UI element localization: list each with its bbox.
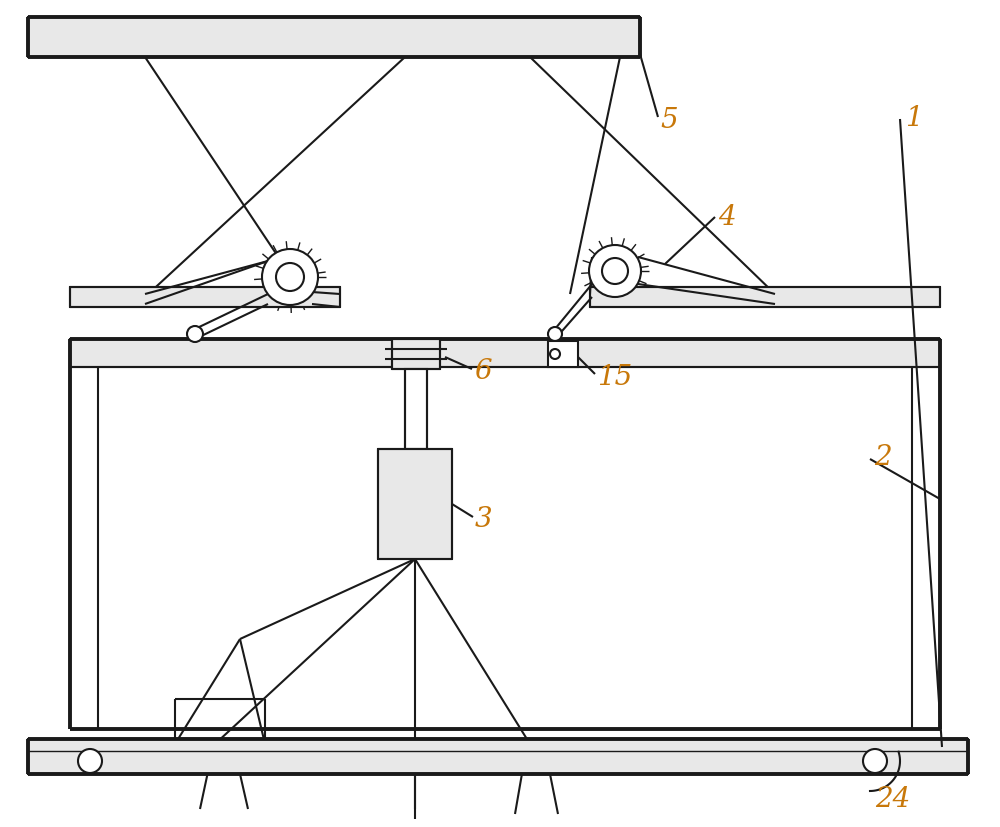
Text: 24: 24 (875, 786, 910, 812)
Bar (378, 449, 452, 559)
Bar (70, 288, 340, 308)
Circle shape (187, 327, 203, 342)
Circle shape (550, 350, 560, 360)
Circle shape (589, 246, 641, 298)
Text: 5: 5 (660, 107, 678, 133)
Bar (392, 340, 440, 370)
Text: 2: 2 (874, 444, 892, 471)
Text: 3: 3 (475, 506, 493, 533)
Circle shape (548, 327, 562, 342)
Circle shape (863, 749, 887, 773)
Bar (70, 340, 940, 367)
Bar (590, 288, 940, 308)
Text: 1: 1 (905, 104, 923, 131)
Circle shape (78, 749, 102, 773)
Text: 4: 4 (718, 204, 736, 232)
Circle shape (262, 250, 318, 306)
Bar (548, 342, 578, 367)
Bar (405, 370, 427, 449)
Bar (28, 18, 640, 58)
Bar (28, 739, 968, 774)
Text: 6: 6 (474, 358, 492, 385)
Circle shape (276, 264, 304, 292)
Text: 15: 15 (597, 364, 632, 391)
Circle shape (602, 259, 628, 284)
